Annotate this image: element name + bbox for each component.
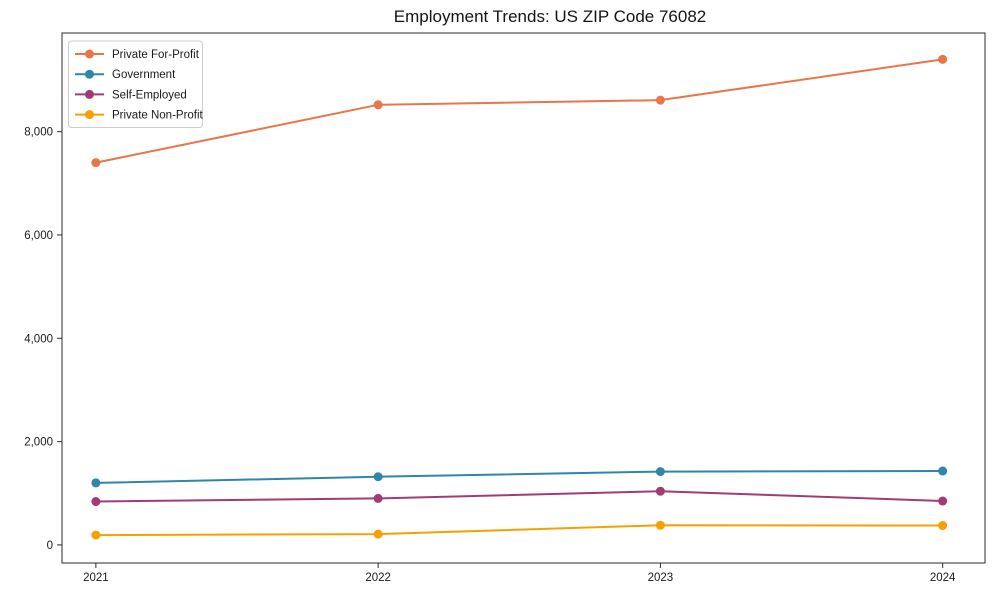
- legend-item-government: Government: [75, 69, 176, 81]
- legend-marker-self-employed: [85, 89, 94, 99]
- legend-marker-private-for-profit: [85, 49, 94, 59]
- legend-box: [68, 40, 203, 128]
- legend-label-private-for-profit: Private For-Profit: [112, 49, 200, 61]
- legend-item-private-non-profit: Private Non-Profit: [75, 110, 204, 122]
- data-point-government: [91, 478, 101, 488]
- data-point-self-employed: [655, 486, 665, 496]
- legend-marker-private-non-profit: [85, 110, 94, 120]
- data-point-private-for-profit: [655, 95, 665, 105]
- data-point-self-employed: [373, 493, 383, 503]
- series-layer: [91, 54, 948, 540]
- legend-item-self-employed: Self-Employed: [75, 89, 187, 101]
- y-tick-label: 6,000: [24, 230, 53, 242]
- x-axis: 2021 2022 2023 2024: [83, 563, 956, 584]
- data-point-government: [938, 466, 948, 476]
- data-point-private-non-profit: [91, 530, 101, 540]
- axes-border: [61, 32, 986, 564]
- data-point-private-non-profit: [655, 520, 665, 530]
- x-tick-label: 2022: [365, 572, 391, 584]
- data-point-government: [373, 472, 383, 482]
- data-point-self-employed: [91, 497, 101, 507]
- chart-title: Employment Trends: US ZIP Code 76082: [393, 7, 707, 26]
- data-point-private-for-profit: [938, 54, 948, 64]
- legend: Private For-Profit Government Self-Employe…: [68, 40, 204, 128]
- series-line-private-for-profit: [94, 58, 944, 164]
- y-tick-label: 0: [47, 540, 53, 552]
- data-point-private-non-profit: [938, 521, 948, 531]
- y-axis: 0 2,000 4,000 6,000 8,000: [24, 127, 62, 552]
- legend-label-self-employed: Self-Employed: [112, 89, 187, 101]
- y-tick-label: 8,000: [24, 127, 53, 139]
- data-point-private-non-profit: [373, 529, 383, 539]
- legend-label-private-non-profit: Private Non-Profit: [112, 110, 204, 122]
- plot-frame: [61, 32, 986, 564]
- data-point-private-for-profit: [91, 158, 101, 168]
- legend-label-government: Government: [112, 69, 176, 81]
- y-tick-label: 2,000: [24, 437, 53, 449]
- data-point-self-employed: [938, 496, 948, 506]
- data-point-government: [655, 467, 665, 477]
- y-tick-label: 4,000: [24, 333, 53, 345]
- legend-marker-government: [85, 69, 94, 79]
- legend-item-private-for-profit: Private For-Profit: [75, 49, 200, 61]
- x-tick-label: 2023: [648, 572, 674, 584]
- series-line-self-employed: [94, 490, 944, 503]
- series-line-private-non-profit: [94, 524, 944, 537]
- series-line-government: [94, 470, 944, 484]
- x-tick-label: 2024: [930, 572, 956, 584]
- x-tick-label: 2021: [83, 572, 109, 584]
- data-point-private-for-profit: [373, 100, 383, 110]
